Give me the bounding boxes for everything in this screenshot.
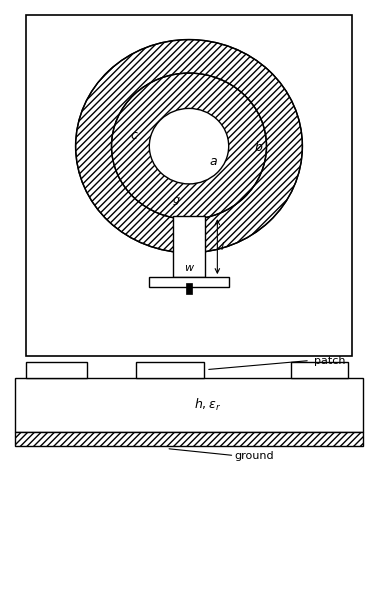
Text: patch: patch [314,356,345,365]
Bar [26,15,352,356]
Text: ground: ground [234,451,274,460]
Ellipse shape [76,40,302,253]
Bar [136,362,204,378]
Text: c: c [131,128,138,142]
Text: $h, \varepsilon_r$: $h, \varepsilon_r$ [194,397,222,413]
Bar [173,216,205,277]
Bar [149,277,229,287]
Bar [26,362,87,378]
Text: b: b [255,141,263,154]
Text: w: w [184,264,194,273]
Ellipse shape [112,73,266,219]
Bar [291,362,348,378]
Bar [15,378,363,432]
Bar [15,432,363,446]
Text: g: g [173,195,180,205]
Bar [186,283,192,294]
Text: a: a [210,155,217,168]
Ellipse shape [149,108,229,184]
Text: l: l [220,242,223,252]
